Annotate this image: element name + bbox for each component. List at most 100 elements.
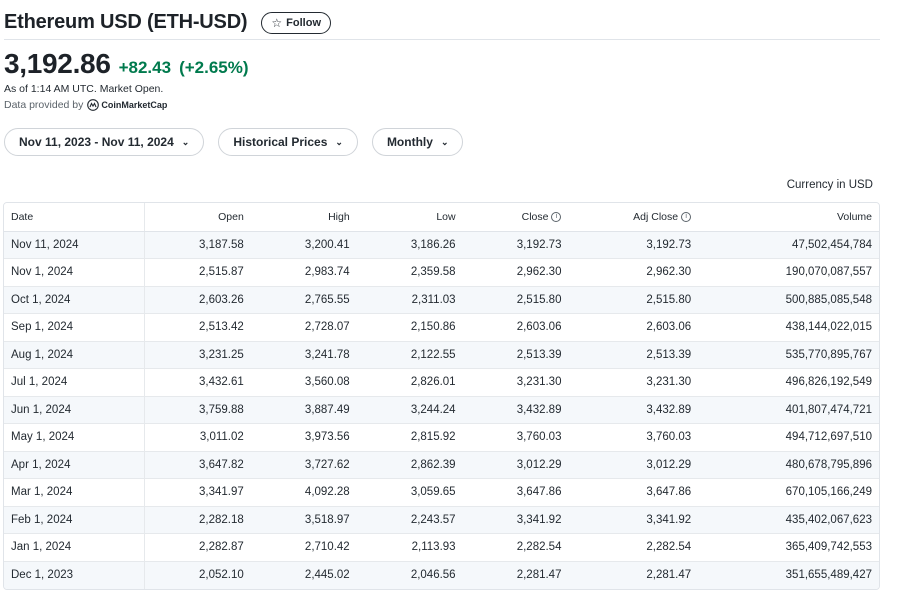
- cell-open: 3,187.58: [144, 231, 251, 259]
- column-header-close: Close i: [462, 203, 569, 232]
- follow-button[interactable]: ☆ Follow: [261, 11, 331, 34]
- cell-adj-close: 3,192.73: [568, 231, 699, 259]
- chevron-down-icon: ⌄: [181, 136, 190, 147]
- table-row: Aug 1, 2024 3,231.25 3,241.78 2,122.55 2,513…: [4, 341, 879, 369]
- cell-volume: 438,144,022,015: [698, 313, 879, 342]
- table-header-row: Date Open High Low Close i Adj Close i Vol…: [4, 203, 879, 232]
- cell-adj-close: 3,432.89: [568, 396, 699, 424]
- star-icon: ☆: [271, 15, 283, 30]
- cell-open: 3,647.82: [144, 451, 251, 479]
- coinmarketcap-logo[interactable]: CoinMarketCap: [87, 99, 167, 111]
- table-body: Nov 11, 2024 3,187.58 3,200.41 3,186.26 3,19…: [4, 231, 879, 589]
- cell-low: 3,244.24: [356, 396, 463, 424]
- cell-adj-close: 2,513.39: [568, 341, 699, 369]
- cell-high: 4,092.28: [250, 478, 357, 507]
- price-change-percent: (+2.65%): [179, 58, 249, 77]
- cell-date: Jun 1, 2024: [4, 396, 145, 424]
- cell-close: 3,647.86: [462, 478, 569, 507]
- cell-date: Oct 1, 2024: [4, 286, 145, 314]
- cell-volume: 47,502,454,784: [698, 231, 879, 259]
- cell-close: 3,012.29: [462, 451, 569, 479]
- market-status: As of 1:14 AM UTC. Market Open.: [4, 83, 164, 95]
- provider-name: CoinMarketCap: [101, 100, 168, 110]
- cell-low: 2,862.39: [356, 451, 463, 479]
- cell-adj-close: 2,282.54: [568, 533, 699, 562]
- table-row: Jun 1, 2024 3,759.88 3,887.49 3,244.24 3,432…: [4, 396, 879, 424]
- cell-high: 3,560.08: [250, 368, 357, 397]
- cell-open: 2,052.10: [144, 561, 251, 589]
- cell-date: Jul 1, 2024: [4, 368, 145, 397]
- cell-volume: 401,807,474,721: [698, 396, 879, 424]
- date-range-label: Nov 11, 2023 - Nov 11, 2024: [19, 135, 174, 149]
- cell-close: 2,962.30: [462, 258, 569, 287]
- cell-close: 2,282.54: [462, 533, 569, 562]
- cell-close: 3,231.30: [462, 368, 569, 397]
- cell-volume: 494,712,697,510: [698, 423, 879, 452]
- data-provider: Data provided by CoinMarketCap: [4, 99, 167, 111]
- table-row: Feb 1, 2024 2,282.18 3,518.97 2,243.57 3,341…: [4, 506, 879, 534]
- column-header-adj-close: Adj Close i: [568, 203, 699, 232]
- quote-header: Ethereum USD (ETH-USD) ☆ Follow: [4, 6, 880, 40]
- cell-adj-close: 3,647.86: [568, 478, 699, 507]
- cell-adj-close: 3,341.92: [568, 506, 699, 534]
- frequency-select[interactable]: Monthly ⌄: [371, 128, 464, 156]
- cell-close: 3,760.03: [462, 423, 569, 452]
- filter-bar: Nov 11, 2023 - Nov 11, 2024 ⌄ Historical…: [4, 128, 464, 156]
- currency-note: Currency in USD: [786, 179, 873, 191]
- cell-open: 3,011.02: [144, 423, 251, 452]
- cell-date: Nov 11, 2024: [4, 231, 145, 259]
- cell-open: 3,231.25: [144, 341, 251, 369]
- chevron-down-icon: ⌄: [440, 136, 449, 147]
- cell-high: 2,728.07: [250, 313, 357, 342]
- column-header-open: Open: [144, 203, 251, 232]
- cell-adj-close: 3,231.30: [568, 368, 699, 397]
- cell-low: 3,186.26: [356, 231, 463, 259]
- cell-close: 2,603.06: [462, 313, 569, 342]
- page-title: Ethereum USD (ETH-USD): [4, 11, 248, 33]
- date-range-select[interactable]: Nov 11, 2023 - Nov 11, 2024 ⌄: [4, 128, 205, 156]
- close-header-label: Close: [521, 210, 549, 223]
- table-row: Jan 1, 2024 2,282.87 2,710.42 2,113.93 2,282…: [4, 533, 879, 562]
- cell-high: 3,727.62: [250, 451, 357, 479]
- cell-low: 3,059.65: [356, 478, 463, 507]
- price-type-select[interactable]: Historical Prices ⌄: [218, 128, 358, 156]
- cell-open: 3,759.88: [144, 396, 251, 424]
- column-header-low: Low: [356, 203, 463, 232]
- table-row: May 1, 2024 3,011.02 3,973.56 2,815.92 3,760…: [4, 423, 879, 452]
- cell-date: May 1, 2024: [4, 423, 145, 452]
- adj-close-header-label: Adj Close: [633, 210, 679, 223]
- info-icon[interactable]: i: [681, 211, 692, 222]
- cell-adj-close: 2,281.47: [568, 561, 699, 589]
- frequency-label: Monthly: [386, 135, 433, 149]
- cell-low: 2,826.01: [356, 368, 463, 397]
- cell-date: Jan 1, 2024: [4, 533, 145, 562]
- cell-low: 2,113.93: [356, 533, 463, 562]
- cell-date: Nov 1, 2024: [4, 258, 145, 287]
- cell-date: Apr 1, 2024: [4, 451, 145, 479]
- cell-adj-close: 2,515.80: [568, 286, 699, 314]
- cell-high: 3,241.78: [250, 341, 357, 369]
- cell-volume: 190,070,087,557: [698, 258, 879, 287]
- table-row: Apr 1, 2024 3,647.82 3,727.62 2,862.39 3,012…: [4, 451, 879, 479]
- cell-high: 2,445.02: [250, 561, 357, 589]
- cell-high: 2,983.74: [250, 258, 357, 287]
- cell-adj-close: 2,603.06: [568, 313, 699, 342]
- price-change: +82.43: [118, 58, 172, 77]
- cell-high: 3,887.49: [250, 396, 357, 424]
- cell-adj-close: 3,012.29: [568, 451, 699, 479]
- cell-high: 2,710.42: [250, 533, 357, 562]
- current-price: 3,192.86: [4, 48, 111, 79]
- chevron-down-icon: ⌄: [335, 136, 343, 147]
- cell-high: 3,973.56: [250, 423, 357, 452]
- cell-date: Mar 1, 2024: [4, 478, 145, 507]
- table-row: Jul 1, 2024 3,432.61 3,560.08 2,826.01 3,231…: [4, 368, 879, 397]
- cell-date: Sep 1, 2024: [4, 313, 145, 342]
- info-icon[interactable]: i: [551, 211, 562, 222]
- cell-open: 2,282.18: [144, 506, 251, 534]
- cell-volume: 351,655,489,427: [698, 561, 879, 589]
- table-row: Nov 1, 2024 2,515.87 2,983.74 2,359.58 2,962…: [4, 258, 879, 287]
- cell-high: 2,765.55: [250, 286, 357, 314]
- table-row: Dec 1, 2023 2,052.10 2,445.02 2,046.56 2,281…: [4, 561, 879, 589]
- cell-open: 3,341.97: [144, 478, 251, 507]
- cell-low: 2,150.86: [356, 313, 463, 342]
